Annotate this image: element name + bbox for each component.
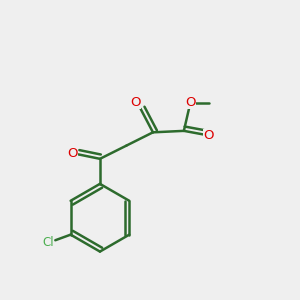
Text: O: O (67, 147, 78, 160)
Text: Cl: Cl (43, 236, 54, 248)
Text: O: O (185, 96, 196, 109)
Text: O: O (130, 96, 141, 109)
Text: O: O (203, 129, 214, 142)
